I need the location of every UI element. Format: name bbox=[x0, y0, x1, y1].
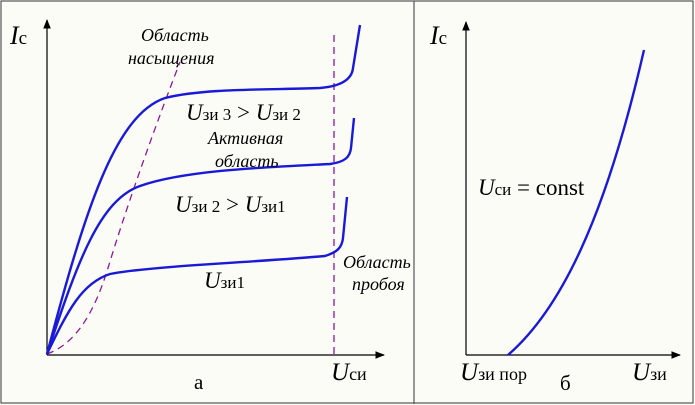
active-region-label-1: Активная bbox=[207, 128, 283, 148]
right-panel-label: б bbox=[560, 371, 571, 395]
left-y-axis-label: Iс bbox=[9, 21, 27, 50]
saturation-region-label-2: насыщения bbox=[128, 48, 214, 68]
curve-ugs1 bbox=[45, 196, 349, 355]
saturation-region-label-1: Область bbox=[141, 25, 209, 45]
saturation-boundary-line bbox=[46, 61, 181, 355]
transfer-curve bbox=[507, 49, 646, 356]
curve-ugs3 bbox=[45, 24, 362, 355]
curve-ugs2-label: Uзи 2 > Uзи1 bbox=[175, 192, 286, 217]
curve-ugs3-label: Uзи 3 > Uзи 2 bbox=[186, 100, 301, 125]
breakdown-region-label-2: пробоя bbox=[352, 274, 405, 294]
threshold-voltage-label: Uзи пор bbox=[460, 359, 527, 386]
right-x-axis-label: Uзи bbox=[632, 359, 667, 386]
left-x-axis-label: Uси bbox=[331, 359, 367, 386]
right-y-axis-label: Iс bbox=[429, 21, 447, 50]
curve-ugs1-label: Uзи1 bbox=[204, 268, 245, 293]
curve-ugs2 bbox=[45, 117, 356, 355]
active-region-label-2: область bbox=[215, 151, 279, 171]
condition-label: Uси = const bbox=[478, 175, 585, 200]
left-panel-label: а bbox=[194, 370, 204, 394]
breakdown-region-label-1: Область bbox=[343, 252, 411, 272]
